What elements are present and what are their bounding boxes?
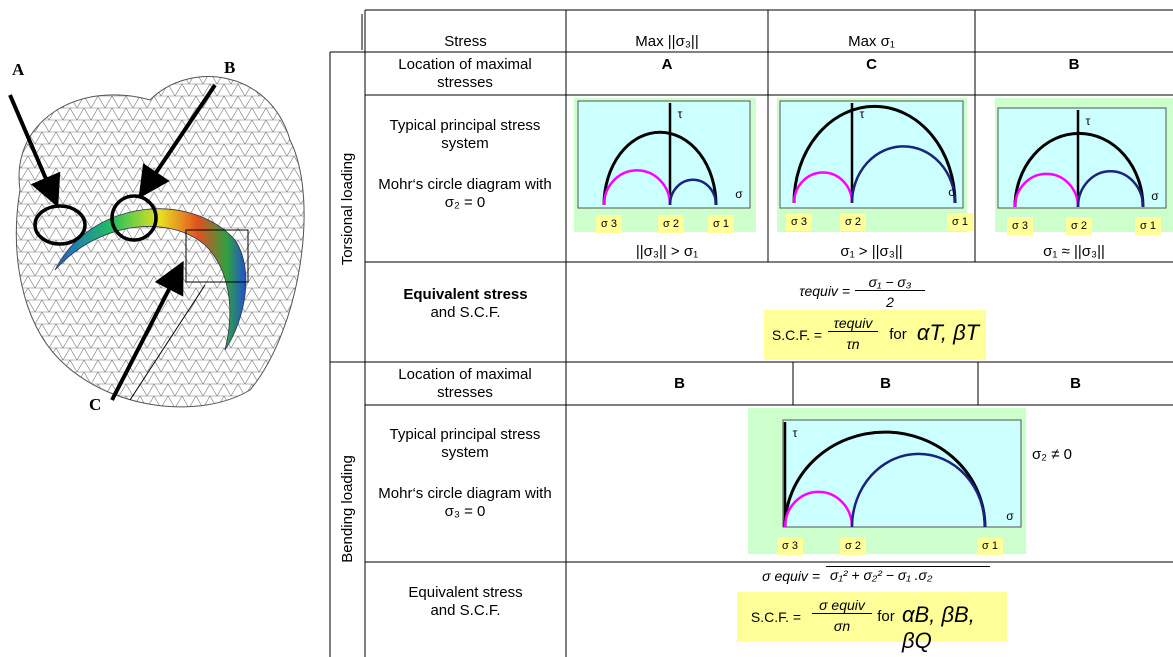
location: B	[566, 375, 793, 393]
tau-label: τ	[788, 424, 802, 442]
group-label: Torsional loading	[339, 129, 357, 289]
condition: ||σ₃|| > σ₁	[566, 243, 768, 261]
header: Max σ₁	[768, 33, 975, 51]
label: A	[12, 60, 24, 80]
formula: τequiv =	[780, 283, 850, 299]
location: B	[793, 375, 978, 393]
point-label: σ 1	[977, 537, 1003, 555]
row-label: Typical principal stress system	[375, 117, 555, 153]
formula: τn	[828, 336, 878, 352]
location: C	[768, 56, 975, 74]
tau-label: τ	[855, 105, 869, 123]
row-label: Location of maximal stresses	[380, 366, 550, 402]
row-label: and S.C.F.	[365, 602, 566, 620]
location: A	[566, 56, 768, 74]
formula: for	[870, 608, 902, 626]
point-label: σ 2	[840, 213, 866, 231]
row-label: Mohr‘s circle diagram with σ₂ = 0	[375, 176, 555, 212]
point-label: σ 3	[786, 213, 812, 231]
mesh-body	[16, 77, 304, 407]
formula: σ₁ − σ₃	[855, 274, 925, 291]
header: Max ||σ₃||	[566, 33, 768, 51]
formula: αB, βB, βQ	[902, 602, 1007, 654]
sigma-label: σ	[1148, 187, 1162, 205]
point-label: σ 1	[708, 215, 734, 233]
formula: σ equiv =	[700, 568, 820, 584]
point-label: σ 3	[596, 215, 622, 233]
formula: for	[883, 326, 913, 344]
formula: σ equiv	[812, 597, 872, 614]
sigma-label: σ	[732, 185, 746, 203]
formula: τequiv	[828, 315, 878, 332]
point-label: σ 1	[947, 213, 973, 231]
label: B	[224, 58, 235, 78]
location: B	[975, 56, 1173, 74]
formula: 2	[855, 294, 925, 310]
point-label: σ 2	[658, 215, 684, 233]
formula: αT, βT	[912, 320, 984, 346]
point-label: σ 1	[1135, 217, 1161, 235]
row-label: and S.C.F.	[365, 304, 566, 322]
row-label: Equivalent stress	[365, 584, 566, 602]
tau-label: τ	[1081, 112, 1095, 130]
formula: S.C.F. =	[766, 326, 828, 344]
label: C	[89, 395, 101, 415]
point-label: σ 3	[1007, 217, 1033, 235]
header: Stress	[365, 33, 566, 51]
condition: σ₁ > ||σ₃||	[768, 243, 975, 261]
point-label: σ 3	[777, 537, 803, 555]
location: B	[978, 375, 1173, 393]
drawing	[0, 0, 1173, 657]
group-label: Bending loading	[339, 439, 357, 579]
side-note: σ₂ ≠ 0	[1032, 446, 1092, 464]
tau-label: τ	[673, 105, 687, 123]
row-label: Typical principal stress system	[375, 426, 555, 462]
condition: σ₁ ≈ ||σ₃||	[975, 243, 1173, 261]
page: A B C Stress Max ||σ₃|| Max σ₁ Torsional…	[0, 0, 1173, 657]
formula: σ₁² + σ₂² − σ₁ .σ₂	[826, 566, 990, 583]
row-label: Equivalent stress	[365, 286, 566, 304]
point-label: σ 2	[1066, 217, 1092, 235]
point-label: σ 2	[840, 537, 866, 555]
formula: S.C.F. =	[740, 608, 812, 626]
row-label: Mohr‘s circle diagram with σ₃ = 0	[375, 485, 555, 521]
diagram-plot	[780, 101, 963, 208]
diagram-plot	[783, 420, 1021, 527]
sigma-label: σ	[945, 183, 959, 201]
sigma-label: σ	[1003, 507, 1017, 525]
row-label: Location of maximal stresses	[380, 56, 550, 92]
formula: σn	[812, 618, 872, 634]
